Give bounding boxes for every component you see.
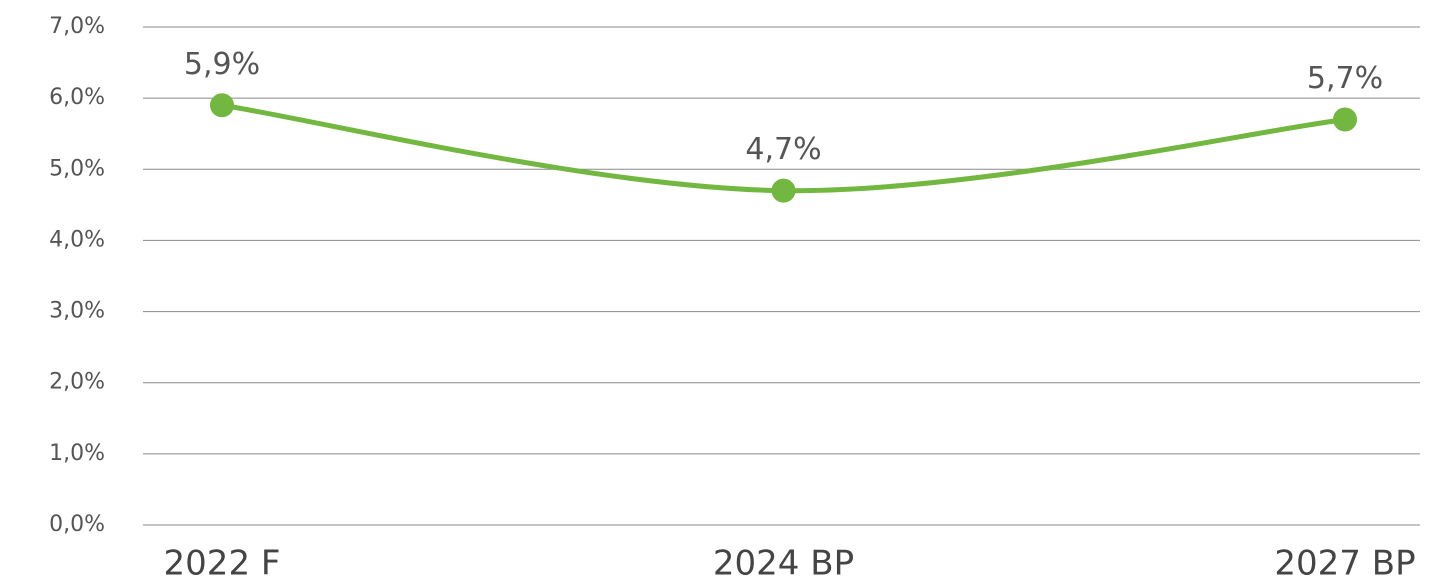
y-tick-label: 5,0%: [49, 156, 105, 181]
data-label: 5,9%: [184, 47, 260, 82]
marker: [210, 93, 234, 118]
y-tick-label: 7,0%: [49, 14, 105, 39]
marker: [1333, 107, 1357, 132]
x-tick-label: 2022 F: [164, 544, 281, 582]
marker: [771, 178, 796, 203]
y-tick-label: 4,0%: [49, 227, 105, 252]
y-tick-label: 3,0%: [49, 299, 105, 324]
data-label: 5,7%: [1307, 61, 1383, 96]
y-tick-label: 2,0%: [49, 370, 105, 395]
y-tick-label: 1,0%: [49, 441, 105, 466]
x-tick-label: 2027 BP: [1274, 544, 1415, 582]
x-tick-label: 2024 BP: [713, 544, 854, 582]
y-tick-label: 0,0%: [49, 512, 105, 537]
y-tick-label: 6,0%: [49, 85, 105, 110]
data-label: 4,7%: [745, 132, 821, 167]
